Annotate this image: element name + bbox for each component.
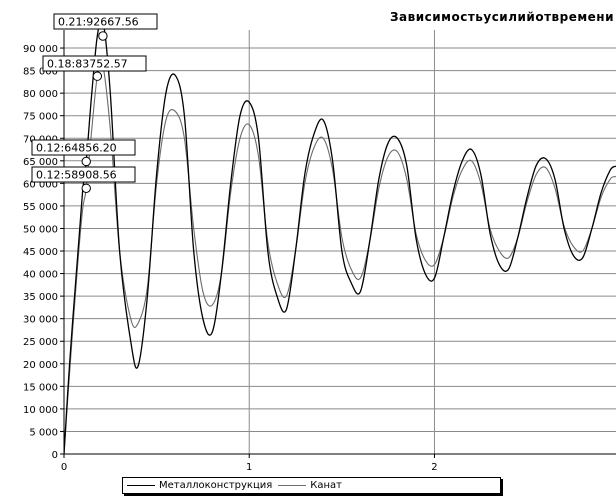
annotation-marker	[92, 71, 103, 81]
y-tick-label: 75 000	[23, 112, 58, 123]
y-tick-label: 10 000	[23, 405, 58, 416]
series-line-metal	[64, 16, 616, 454]
y-tick-label: 80 000	[23, 89, 58, 100]
y-tick-label: 20 000	[23, 360, 58, 371]
legend-swatch-metal	[127, 485, 155, 486]
annotation-box	[31, 139, 136, 156]
y-tick-label: 85 000	[23, 67, 58, 78]
y-tick-label: 65 000	[23, 157, 58, 168]
y-tick-label: 30 000	[23, 315, 58, 326]
y-tick-label: 0	[52, 450, 58, 461]
annotation-label: 0.18:83752.57	[47, 58, 128, 71]
legend-item-metal: Металлоконструкция	[127, 480, 272, 491]
x-tick-label: 0	[61, 462, 67, 473]
annotation-marker	[98, 31, 108, 41]
legend-swatch-rope	[278, 485, 307, 486]
annotation-box	[53, 13, 158, 30]
annotation-label: 0.12:64856.20	[36, 142, 117, 155]
legend-label-metal: Металлоконструкция	[159, 480, 273, 491]
legend-label-rope: Канат	[310, 480, 342, 491]
y-tick-label: 55 000	[23, 202, 58, 213]
y-tick-label: 50 000	[23, 224, 58, 235]
annotation-label: 0.21:92667.56	[58, 16, 139, 29]
legend-item-rope: Канат	[278, 480, 342, 491]
series-line-rope	[64, 61, 616, 454]
y-tick-label: 60 000	[23, 179, 58, 190]
chart-legend: Металлоконструкция Канат	[122, 477, 501, 494]
y-tick-label: 40 000	[23, 270, 58, 281]
y-tick-label: 15 000	[23, 382, 58, 393]
annotation-marker	[81, 183, 91, 193]
annotation-label: 0.12:58908.56	[36, 169, 117, 182]
y-tick-label: 5 000	[29, 427, 58, 438]
annotation-box	[42, 55, 147, 72]
y-tick-label: 45 000	[23, 247, 58, 258]
chart-title: Зависимостьусилийотвремени	[390, 10, 614, 24]
annotation-marker	[81, 156, 91, 167]
x-tick-label: 1	[246, 462, 252, 473]
y-tick-label: 35 000	[23, 292, 58, 303]
y-tick-label: 90 000	[23, 44, 58, 55]
line-chart: 0 5 000 10 000 15 000 20 000 25 000 30 000 35 0…	[23, 13, 616, 473]
x-tick-label: 2	[431, 462, 437, 473]
y-tick-label: 25 000	[23, 337, 58, 348]
annotation-box	[31, 166, 136, 183]
